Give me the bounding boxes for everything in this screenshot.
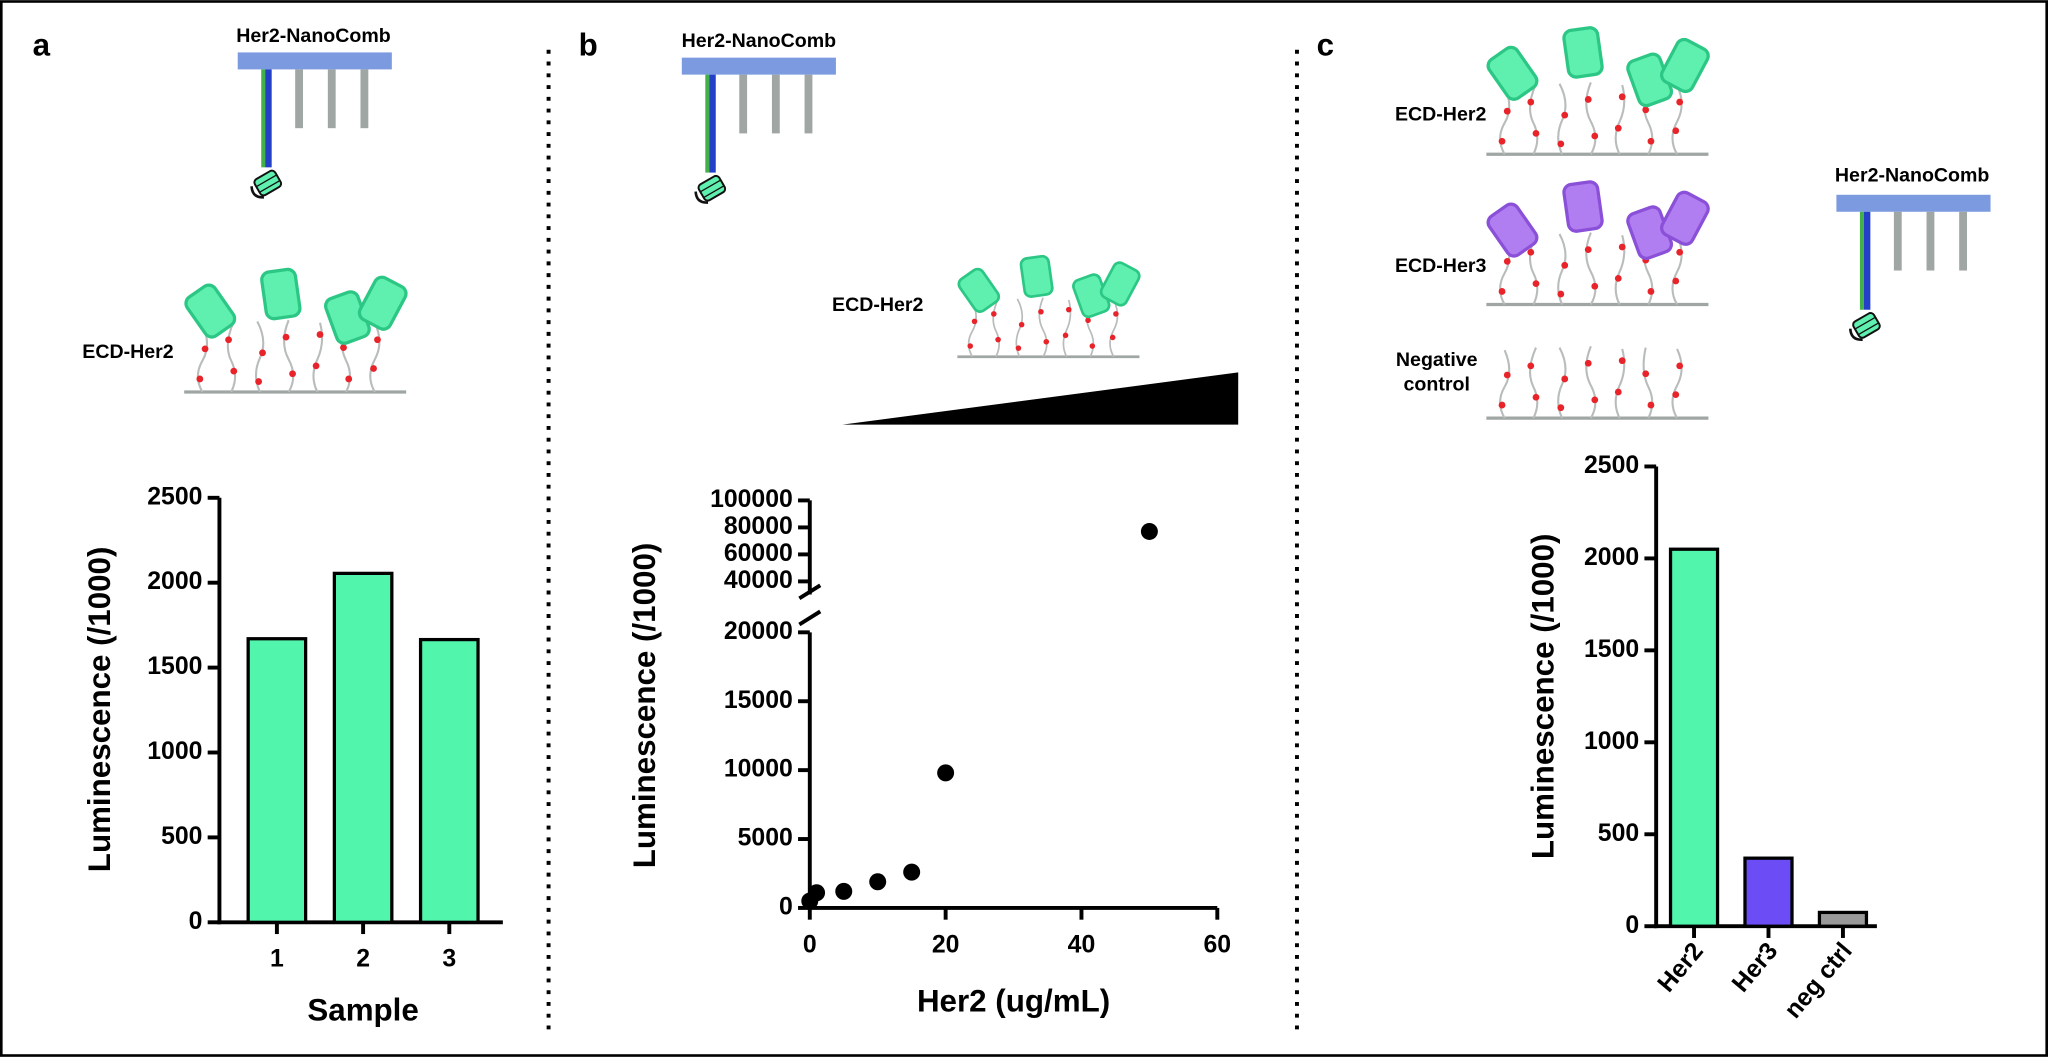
y-axis-title: Luminescence (/1000) [82,547,117,873]
bar [1743,856,1794,928]
diagram-label: ECD-Her2 [832,294,924,316]
panel-label: b [579,27,598,62]
x-axis-title: Sample [307,993,418,1028]
y-tick-label: 0 [779,893,793,920]
surface-icon [955,254,1143,359]
y-tick-label: 2500 [147,483,202,510]
y-tick-label: 60000 [724,540,793,567]
comb-icon [236,51,394,203]
y-tick-label: 1000 [1584,728,1639,755]
surface-icon [181,266,411,394]
diagram-label: Her2-NanoComb [236,25,391,47]
y-axis-title: Luminescence (/1000) [1525,534,1560,860]
panel-label: c [1317,27,1334,62]
diagram-label: ECD-Her2 [82,341,174,363]
y-tick-label: 0 [189,908,203,935]
y-tick-label: 1500 [1584,636,1639,663]
y-tick-label: 15000 [724,687,793,714]
x-axis-title: Her2 (ug/mL) [917,984,1110,1019]
bar [1817,910,1869,928]
y-tick-label: 2500 [1584,452,1639,479]
y-tick-label: 100000 [710,486,793,513]
x-tick-label: 1 [270,946,284,973]
diagram-label: Her2-NanoComb [682,30,837,52]
y-tick-label: 2000 [1584,544,1639,571]
bar [332,571,394,924]
point [869,873,887,891]
y-tick-label: 1000 [147,738,202,765]
panel-label: a [33,27,51,62]
y-tick-label: 5000 [738,825,793,852]
diagram-label-box: Negative control [1395,348,1478,396]
diagram-label: Negative control [1395,348,1478,396]
x-tick-label: Her2 [1653,938,1709,998]
y-axis-title: Luminescence (/1000) [627,543,662,869]
bar [418,637,480,924]
x-tick-label: Her3 [1727,938,1783,998]
x-tick-label: 60 [1204,931,1232,958]
surface-icon [1484,344,1711,420]
gradient-wedge [842,372,1239,425]
point [903,863,921,881]
bar [1668,547,1720,928]
y-tick-label: 500 [161,823,202,850]
diagram-label: ECD-Her2 [1395,103,1487,125]
surface-icon [1483,25,1713,156]
y-tick-label: 40000 [724,567,793,594]
surface-icon [1483,179,1713,307]
point [808,884,826,902]
diagram-label: Her2-NanoComb [1835,165,1990,187]
y-tick-label: 20000 [724,618,793,645]
y-tick-label: 2000 [147,568,202,595]
axis-break [798,609,822,627]
y-tick-label: 80000 [724,513,793,540]
comb-icon [1835,193,1992,345]
x-tick-label: 20 [932,931,960,958]
y-tick-label: 10000 [724,756,793,783]
y-tick-label: 500 [1598,820,1639,847]
bar [246,637,308,924]
y-tick-label: 0 [1625,912,1639,939]
x-tick-label: 2 [356,946,370,973]
point [937,764,955,782]
x-tick-label: 3 [442,946,456,973]
diagram-label: ECD-Her3 [1395,255,1487,277]
comb-icon [680,56,838,208]
y-tick-label: 1500 [147,653,202,680]
x-tick-label: 0 [803,931,817,958]
x-tick-label: neg ctrl [1780,938,1858,1024]
x-tick-label: 40 [1068,931,1096,958]
point [1140,522,1158,540]
point [835,882,853,900]
